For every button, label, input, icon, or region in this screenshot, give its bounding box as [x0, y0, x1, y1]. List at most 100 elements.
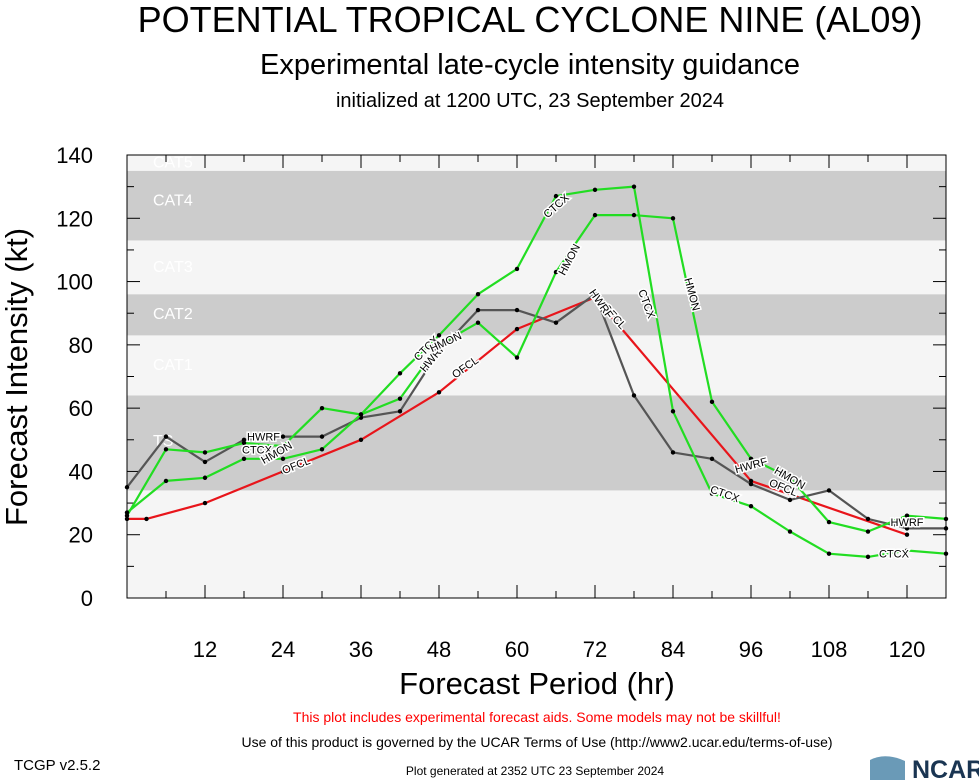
band-cat5	[127, 155, 946, 171]
point-ctcx	[826, 551, 832, 556]
x-tick-label: 24	[271, 637, 295, 662]
point-hwrf	[553, 320, 559, 325]
y-axis-label: Forecast Intensity (kt)	[0, 228, 34, 526]
x-tick-label: 72	[583, 637, 607, 662]
point-hwrf	[631, 393, 637, 398]
point-ctcx	[241, 440, 247, 446]
ncar-logo: NCAR	[870, 756, 979, 780]
point-hmon	[319, 447, 325, 452]
band-label-cat3: CAT3	[153, 259, 193, 276]
x-tick-label: 60	[505, 637, 529, 662]
series-line-ctcx	[126, 185, 947, 559]
point-hwrf	[280, 434, 286, 439]
x-tick-label: 108	[811, 637, 848, 662]
y-tick-label: 140	[56, 143, 93, 168]
band-cat1	[127, 335, 946, 396]
point-ofcl	[280, 469, 286, 474]
logo-text: NCAR	[912, 756, 979, 780]
point-ctcx	[709, 491, 715, 496]
point-ctcx	[904, 548, 910, 553]
point-ctcx	[553, 193, 559, 199]
init-time: initialized at 1200 UTC, 23 September 20…	[336, 90, 724, 112]
warning-text: This plot includes experimental forecast…	[293, 709, 781, 725]
point-hmon	[826, 519, 832, 525]
band-label-cat4: CAT4	[153, 192, 193, 209]
point-hwrf	[319, 434, 325, 439]
point-hwrf	[748, 481, 754, 487]
band-label-cat1: CAT1	[153, 357, 193, 374]
y-tick-label: 20	[69, 523, 93, 548]
point-hmon	[397, 396, 403, 401]
point-ofcl	[904, 532, 910, 537]
point-hwrf	[163, 434, 169, 439]
point-hwrf	[436, 348, 442, 354]
axis-ticks	[127, 154, 947, 599]
series-label-ctcx: CTCX	[879, 549, 910, 561]
x-tick-label: 48	[427, 637, 451, 662]
point-hwrf	[397, 409, 403, 414]
point-ctcx	[787, 529, 793, 534]
point-ctcx	[475, 292, 481, 297]
point-ctcx	[202, 450, 208, 455]
y-tick-label: 0	[81, 586, 93, 611]
series-label-hwrf: HWRF	[891, 517, 924, 529]
version-text: TCGP v2.5.2	[14, 757, 100, 774]
point-ctcx	[436, 333, 442, 338]
terms-text: Use of this product is governed by the U…	[241, 734, 832, 750]
series-lines	[124, 184, 949, 560]
point-hwrf	[670, 450, 676, 455]
tick-labels: 12 24 36 48 60 72 84 96 108 120 0 20 40 60 80 100 120 140	[56, 143, 925, 662]
point-hmon	[709, 399, 715, 405]
point-ofcl	[202, 500, 208, 506]
x-tick-label: 84	[661, 637, 685, 662]
point-hmon	[865, 529, 871, 534]
band-label-cat2: CAT2	[153, 306, 193, 323]
x-tick-label: 96	[739, 637, 763, 662]
point-hwrf	[592, 292, 598, 297]
point-hmon	[475, 320, 481, 325]
band-label-cat5: CAT5	[153, 154, 193, 171]
plot-frame	[126, 154, 947, 599]
main-title: POTENTIAL TROPICAL CYCLONE NINE (AL09)	[138, 0, 923, 40]
point-hwrf	[826, 488, 832, 493]
point-hwrf	[514, 307, 520, 313]
point-ctcx	[748, 504, 754, 509]
point-ofcl	[436, 390, 442, 395]
point-hmon	[514, 355, 520, 360]
series-label-ctcx: CTCX	[242, 444, 273, 456]
point-ctcx	[280, 443, 286, 449]
point-hwrf	[202, 459, 208, 465]
series-label-hwrf: HWRF	[247, 432, 280, 444]
band-ts	[127, 395, 946, 491]
point-hmon	[163, 478, 169, 484]
point-hmon	[787, 475, 793, 480]
y-tick-label: 100	[56, 270, 93, 295]
point-hmon	[631, 212, 637, 218]
point-hmon	[553, 269, 559, 275]
point-ctcx	[397, 371, 403, 376]
point-hwrf	[475, 307, 481, 313]
point-hmon	[436, 342, 442, 348]
subtitle: Experimental late-cycle intensity guidan…	[260, 49, 800, 81]
point-ctcx	[163, 447, 169, 452]
point-ofcl	[748, 478, 754, 484]
point-ctcx	[670, 409, 676, 414]
point-hmon	[358, 412, 364, 417]
point-hwrf	[241, 437, 247, 442]
point-ctcx	[514, 266, 520, 272]
point-ofcl	[144, 516, 149, 522]
band-cat4	[127, 170, 946, 241]
point-hmon	[202, 475, 208, 480]
y-tick-label: 40	[69, 459, 93, 484]
point-hmon	[241, 456, 247, 461]
point-ofcl	[514, 326, 520, 332]
point-hwrf	[904, 526, 910, 531]
point-ctcx	[592, 187, 598, 193]
point-hmon	[592, 212, 598, 218]
point-ctcx	[631, 184, 637, 189]
x-tick-label: 120	[889, 637, 926, 662]
point-hmon	[670, 216, 676, 221]
point-ctcx	[865, 554, 871, 560]
series-line-hmon	[126, 214, 947, 533]
